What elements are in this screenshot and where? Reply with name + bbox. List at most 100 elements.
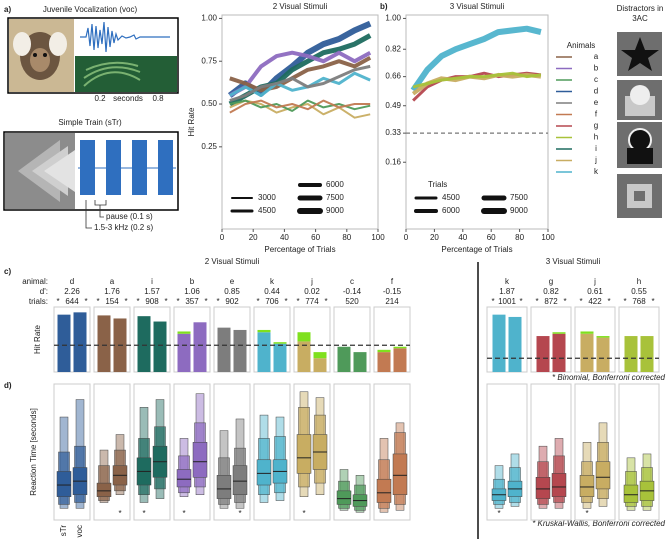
size-legend-label: 7500 [326,193,344,202]
hit-star: * [563,297,566,306]
hit-star: * [579,297,582,306]
rt-star: * [118,509,121,518]
animal-name: e [230,277,235,286]
hit-star: * [204,297,207,306]
dprime: 1.57 [144,287,160,296]
legend-label: j [594,156,597,165]
dprime: 0.82 [543,287,559,296]
chart-title: 2 Visual Stimuli [273,2,328,11]
plot-frame [221,14,379,230]
legend-title: Animals [567,41,595,50]
triangle [44,150,75,192]
hit-bar [624,336,638,372]
panel-label: d) [4,381,12,390]
animal-name: j [593,277,596,286]
hit-bar [640,336,654,372]
y-tick-label: 0.82 [385,44,401,53]
hit-star: * [491,297,494,306]
hit-bar [57,314,71,372]
x-tick-label: 40 [280,233,289,242]
voc-frame [7,17,179,94]
legend-label: f [595,110,598,119]
rt-star: * [497,509,500,518]
hit-bar [233,329,247,372]
trial-count: 214 [385,297,399,306]
hit-bar-extra [257,329,271,333]
rt-box [216,475,232,499]
hit-bar [273,343,287,372]
y-axis-label: Hit Rate [187,107,196,136]
header-label: animal: [22,277,48,286]
pulse [132,140,147,195]
series-line [229,56,372,93]
x-tick-label: 100 [541,233,555,242]
dprime: -0.14 [343,287,362,296]
hit-bar-extra [297,332,311,342]
rt-box [595,461,611,490]
voc-tick: 0.2 [94,94,106,103]
voc-title: Juvenile Vocalization (voc) [43,5,138,14]
header-label: trials: [29,297,48,306]
legend-label: k [594,167,599,176]
dprime: 0.44 [264,287,280,296]
x-axis-label: Percentage of Trials [441,245,512,254]
x-tick-label: 60 [487,233,496,242]
rt-box [623,484,639,503]
rt-star: * [182,509,185,518]
hit-star: * [256,297,259,306]
distractors-title: Distractors in 3AC [616,4,664,23]
dprime: 0.85 [224,287,240,296]
panel-label: a) [4,5,11,14]
hit-bar [217,327,231,372]
rt-box [56,471,72,497]
voc-tick: 0.8 [152,94,164,103]
legend-label: h [594,133,598,142]
rt-star: * [585,509,588,518]
rt-box [192,442,208,478]
chart-title: 3 Visual Stimuli [450,2,505,11]
x-tick-label: 40 [458,233,467,242]
y-tick-label: 1.00 [201,14,217,23]
distractor-ring [628,128,652,152]
dprime: 1.76 [104,287,120,296]
x-axis-label: Percentage of Trials [264,245,335,254]
y-tick-label: 0.16 [385,157,401,166]
rt-frame [574,383,616,521]
legend-label: g [594,121,598,130]
trial-count: 774 [305,297,319,306]
group-title: 2 Visual Stimuli [205,257,260,266]
group-title: 3 Visual Stimuli [546,257,601,266]
legend-label: e [594,98,599,107]
series-line [410,25,542,93]
distractor-star [621,37,659,71]
legend-label: a [594,52,599,61]
hit-bar [377,352,391,372]
y-tick-label: 0.75 [201,56,217,65]
x-tick-label: 20 [430,233,439,242]
animal-name: b [190,277,195,286]
series-line [229,99,371,114]
hit-bar [97,315,111,372]
hit-bar [536,336,550,372]
series-line [228,50,372,98]
trial-count: 357 [185,297,199,306]
rt-box [336,490,352,505]
legend-label: b [594,64,599,73]
hit-bar-extra [580,331,594,334]
hit-bar [337,346,351,372]
y-axis-label: Hit Rate [33,325,42,354]
annotation-lines [85,200,107,229]
rt-box [256,459,272,486]
size-legend-title: Trials [428,180,447,189]
hit-bar [153,321,167,372]
monkey-eye [43,53,47,57]
animal-name: h [637,277,641,286]
hit-bar [508,316,522,372]
size-legend-label: 6000 [442,206,460,215]
panel-label: b) [380,2,388,11]
y-tick-label: 0.25 [201,142,217,151]
hit-bar-extra [552,332,566,334]
animal-name: k [270,277,275,286]
legend-label: d [594,87,598,96]
